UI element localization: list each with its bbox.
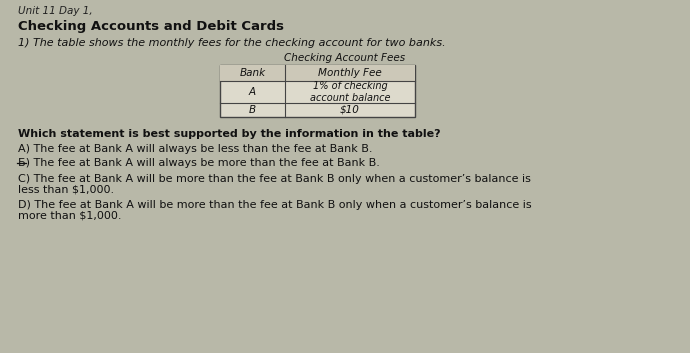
Text: D) The fee at Bank A will be more than the fee at Bank B only when a customer’s : D) The fee at Bank A will be more than t… — [18, 200, 531, 210]
Text: A: A — [249, 87, 256, 97]
Text: $10: $10 — [340, 105, 360, 115]
Text: B: B — [249, 105, 256, 115]
Text: Checking Accounts and Debit Cards: Checking Accounts and Debit Cards — [18, 20, 284, 33]
Text: Unit 11 Day 1,: Unit 11 Day 1, — [18, 6, 92, 16]
FancyBboxPatch shape — [220, 65, 415, 81]
Text: C) The fee at Bank A will be more than the fee at Bank B only when a customer’s : C) The fee at Bank A will be more than t… — [18, 174, 531, 184]
Text: 1) The table shows the monthly fees for the checking account for two banks.: 1) The table shows the monthly fees for … — [18, 38, 446, 48]
Text: more than $1,000.: more than $1,000. — [18, 211, 121, 221]
Text: Checking Account Fees: Checking Account Fees — [284, 53, 406, 63]
Text: 1% of checking
account balance: 1% of checking account balance — [310, 81, 391, 103]
Text: A) The fee at Bank A will always be less than the fee at Bank B.: A) The fee at Bank A will always be less… — [18, 144, 373, 154]
Text: Which statement is best supported by the information in the table?: Which statement is best supported by the… — [18, 129, 441, 139]
Text: Bank: Bank — [239, 68, 266, 78]
FancyBboxPatch shape — [220, 65, 415, 117]
Text: less than $1,000.: less than $1,000. — [18, 185, 114, 195]
Text: Monthly Fee: Monthly Fee — [318, 68, 382, 78]
Text: Б) The fee at Bank A will always be more than the fee at Bank B.: Б) The fee at Bank A will always be more… — [18, 158, 380, 168]
